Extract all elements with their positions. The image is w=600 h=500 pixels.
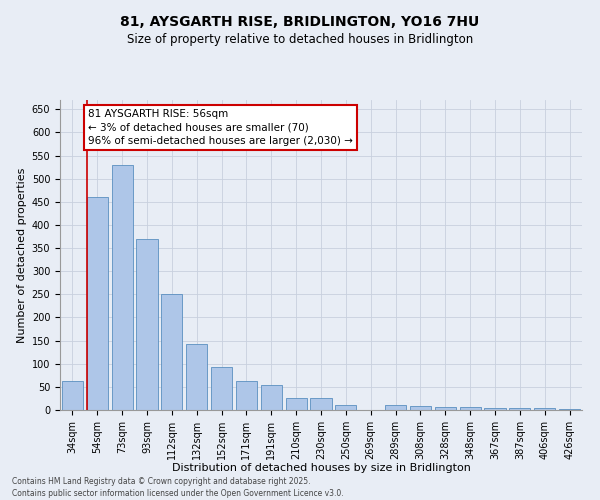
Bar <box>136 239 158 410</box>
Bar <box>484 408 506 410</box>
Bar <box>310 398 332 410</box>
Text: 81 AYSGARTH RISE: 56sqm
← 3% of detached houses are smaller (70)
96% of semi-det: 81 AYSGARTH RISE: 56sqm ← 3% of detached… <box>88 110 353 146</box>
Bar <box>559 408 580 410</box>
Bar <box>261 384 282 410</box>
Bar <box>435 407 456 410</box>
Bar <box>460 407 481 410</box>
Bar <box>87 197 108 410</box>
Bar <box>236 382 257 410</box>
Bar <box>211 367 232 410</box>
Text: Contains HM Land Registry data © Crown copyright and database right 2025.
Contai: Contains HM Land Registry data © Crown c… <box>12 476 344 498</box>
Bar <box>534 408 555 410</box>
Y-axis label: Number of detached properties: Number of detached properties <box>17 168 28 342</box>
Bar <box>385 405 406 410</box>
Text: Size of property relative to detached houses in Bridlington: Size of property relative to detached ho… <box>127 32 473 46</box>
Bar <box>112 165 133 410</box>
Bar <box>62 382 83 410</box>
Bar <box>286 398 307 410</box>
Bar <box>161 294 182 410</box>
X-axis label: Distribution of detached houses by size in Bridlington: Distribution of detached houses by size … <box>172 464 470 473</box>
Text: 81, AYSGARTH RISE, BRIDLINGTON, YO16 7HU: 81, AYSGARTH RISE, BRIDLINGTON, YO16 7HU <box>121 15 479 29</box>
Bar <box>186 344 207 410</box>
Bar <box>335 406 356 410</box>
Bar <box>509 408 530 410</box>
Bar <box>410 406 431 410</box>
